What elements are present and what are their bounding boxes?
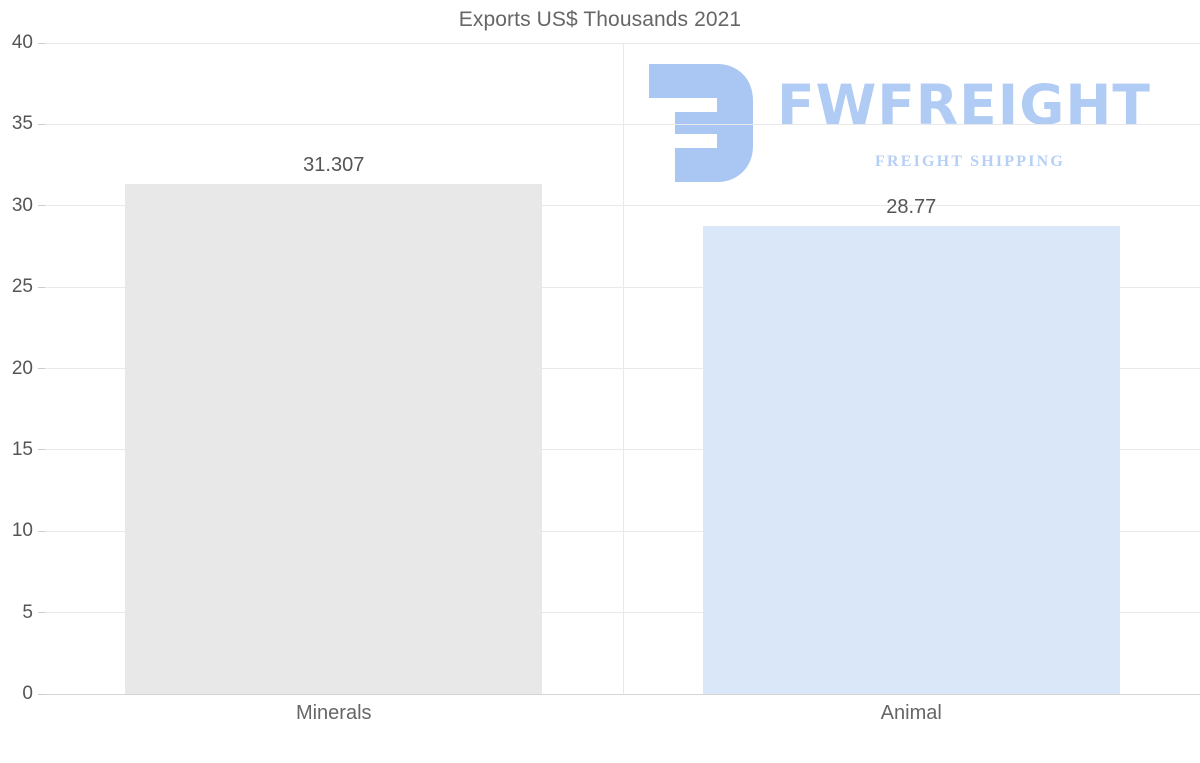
y-tick-label: 20 xyxy=(11,357,33,379)
chart-title: Exports US$ Thousands 2021 xyxy=(458,8,742,31)
y-tick-label: 15 xyxy=(11,438,33,460)
plot-area: 0 5 10 15 20 25 30 35 40 31.307 28.77 xyxy=(12,32,1200,704)
bar-value-label: 31.307 xyxy=(303,154,365,177)
y-tick-mark xyxy=(38,612,45,614)
y-tick-mark xyxy=(38,205,45,207)
gridline-y xyxy=(45,123,1200,125)
y-tick-mark xyxy=(38,530,45,532)
gridline-y xyxy=(45,42,1200,44)
gridline-y xyxy=(45,205,1200,207)
gridline-y xyxy=(45,530,1200,532)
y-tick-label: 40 xyxy=(11,32,33,53)
y-tick-label: 25 xyxy=(11,276,33,298)
gridline-x xyxy=(623,43,624,694)
bar-animal[interactable] xyxy=(702,225,1120,694)
y-tick-label: 0 xyxy=(22,683,33,704)
y-tick-mark xyxy=(38,368,45,369)
gridline-y xyxy=(45,286,1200,288)
gridline-y xyxy=(45,368,1200,369)
x-axis-label-minerals: Minerals xyxy=(295,702,372,724)
gridline-y xyxy=(45,449,1200,451)
y-tick-mark xyxy=(38,693,45,695)
gridline-y xyxy=(45,693,1200,695)
bar-minerals[interactable] xyxy=(125,184,543,694)
y-tick-label: 30 xyxy=(11,194,33,216)
y-tick-label: 10 xyxy=(11,520,33,542)
y-tick-label: 5 xyxy=(22,601,33,623)
y-tick-mark xyxy=(38,449,45,451)
y-tick-label: 35 xyxy=(11,113,33,135)
gridline-y xyxy=(45,612,1200,614)
y-tick-mark xyxy=(38,42,45,44)
y-tick-mark xyxy=(38,286,45,288)
y-tick-mark xyxy=(38,123,45,125)
x-axis-label-animal: Animal xyxy=(880,702,942,724)
bar-value-label: 28.77 xyxy=(886,195,937,218)
